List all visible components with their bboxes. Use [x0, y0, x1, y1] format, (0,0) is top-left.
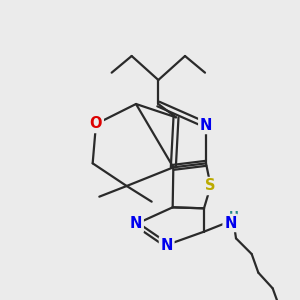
Text: N: N	[224, 215, 236, 230]
Text: O: O	[90, 116, 102, 131]
Text: H: H	[228, 211, 238, 224]
Text: S: S	[206, 178, 216, 194]
Text: N: N	[200, 118, 212, 133]
Text: N: N	[130, 217, 142, 232]
Text: N: N	[160, 238, 173, 253]
